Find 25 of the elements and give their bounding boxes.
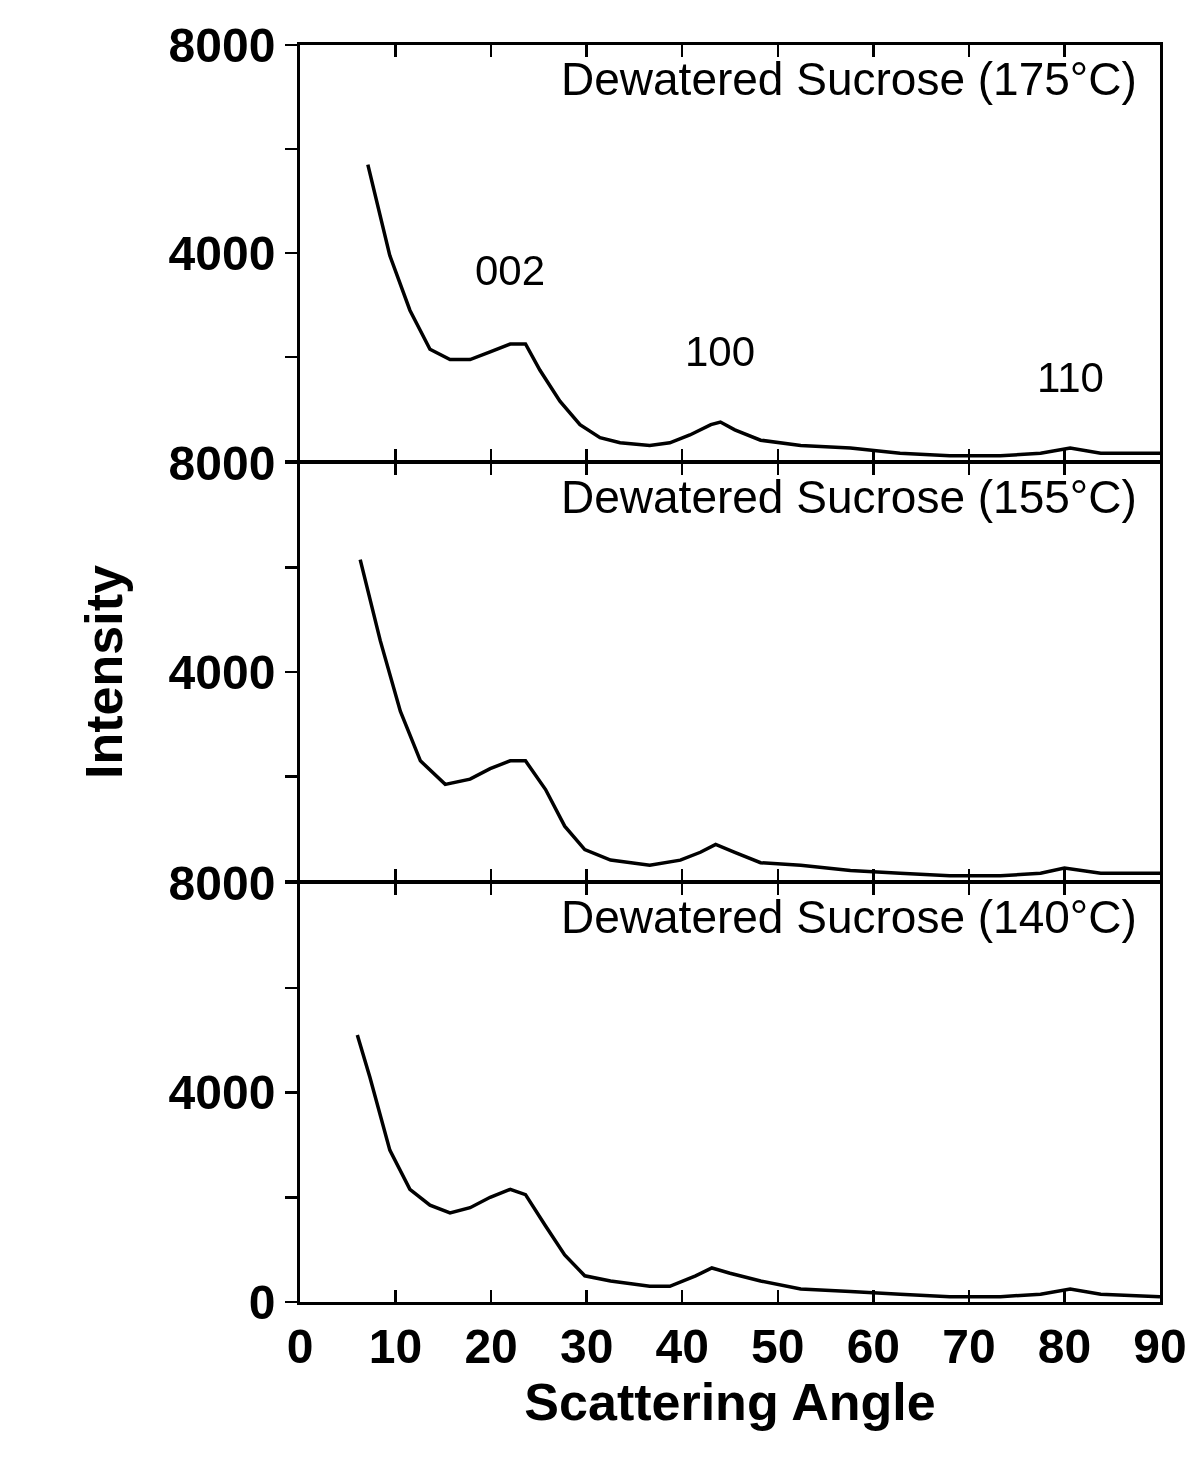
y-tick-label: 8000 — [168, 18, 276, 72]
chart-title: Dewatered Sucrose (155°C) — [561, 471, 1137, 523]
x-tick-label: 50 — [751, 1319, 805, 1373]
x-tick-label: 0 — [286, 1319, 314, 1373]
chart-title: Dewatered Sucrose (140°C) — [561, 891, 1137, 943]
y-tick-label: 4000 — [168, 1066, 276, 1120]
x-tick-label: 70 — [942, 1319, 996, 1373]
x-tick-label: 90 — [1133, 1319, 1187, 1373]
x-tick-label: 20 — [464, 1319, 518, 1373]
y-tick-label: 0 — [248, 1275, 276, 1329]
x-tick-label: 40 — [655, 1319, 709, 1373]
x-tick-label: 10 — [368, 1319, 423, 1373]
y-tick-label: 4000 — [168, 645, 276, 699]
annotation: 002 — [475, 247, 546, 294]
x-tick-label: 60 — [846, 1319, 901, 1373]
y-tick-label: 8000 — [168, 436, 276, 490]
y-axis-title: Intensity — [74, 565, 133, 779]
x-tick-label: 80 — [1037, 1319, 1092, 1373]
y-tick-label: 8000 — [168, 856, 276, 910]
annotation: 110 — [1037, 354, 1104, 401]
y-tick-label: 4000 — [168, 226, 276, 280]
x-tick-label: 30 — [559, 1319, 614, 1373]
chart-title: Dewatered Sucrose (175°C) — [561, 53, 1137, 105]
annotation: 100 — [685, 328, 756, 375]
x-axis-title: Scattering Angle — [524, 1372, 936, 1431]
